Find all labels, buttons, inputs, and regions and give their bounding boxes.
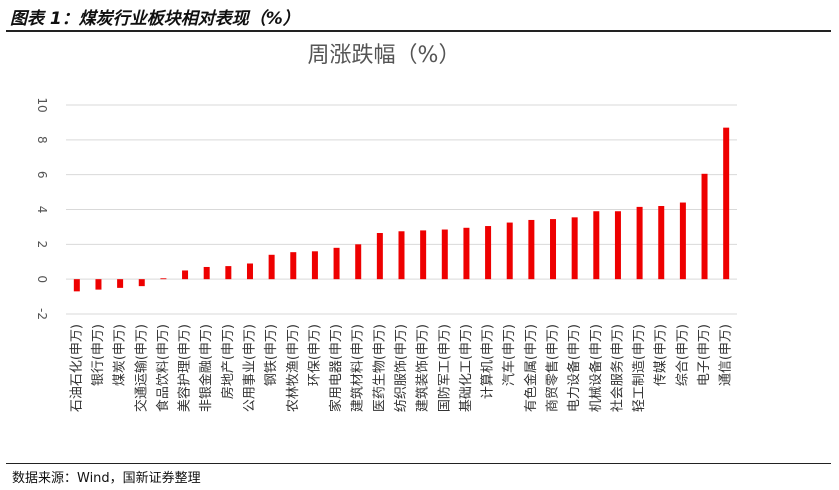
chart-title: 周涨跌幅（%） <box>308 43 461 68</box>
x-tick-label: 综合(申万) <box>675 324 690 386</box>
bar <box>701 173 708 280</box>
bar <box>95 279 102 290</box>
bars <box>73 127 730 292</box>
bar <box>593 211 600 280</box>
bar <box>138 279 145 287</box>
y-tick-label: 10 <box>35 97 49 112</box>
x-tick-label: 农林牧渔(申万) <box>286 324 301 412</box>
bar <box>614 211 621 280</box>
bar <box>160 278 167 280</box>
x-tick-label: 家用电器(申万) <box>328 324 344 412</box>
y-tick-label: 6 <box>35 171 49 179</box>
figure-title: 图表 1：煤炭行业板块相对表现（%） <box>10 9 300 29</box>
bar <box>658 206 665 280</box>
bar <box>550 219 557 280</box>
x-tick-label: 石油石化(申万) <box>69 324 84 412</box>
y-tick-label: 4 <box>35 206 49 214</box>
y-tick-label: 2 <box>35 241 49 249</box>
x-tick-label: 非银金融(申万) <box>198 324 214 412</box>
bar <box>225 266 232 280</box>
x-tick-label: 交通运输(申万) <box>133 324 149 412</box>
x-tick-label: 环保(申万) <box>307 324 322 386</box>
x-tick-label: 煤炭(申万) <box>113 324 128 386</box>
top-rule <box>6 30 831 32</box>
bar <box>463 227 470 280</box>
x-tick-label: 美容护理(申万) <box>177 324 193 412</box>
x-tick-label: 医药生物(申万) <box>372 324 387 412</box>
bar <box>571 217 578 280</box>
x-tick-label: 计算机(申万) <box>481 324 496 399</box>
bar <box>246 263 253 280</box>
bar <box>290 252 297 280</box>
x-tick-label: 电力设备(申万) <box>566 324 582 412</box>
bar <box>679 202 686 280</box>
bar <box>485 226 492 280</box>
x-tick-label: 通信(申万) <box>719 324 734 386</box>
bar <box>355 244 362 280</box>
bar <box>528 219 535 280</box>
x-tick-label: 钢铁(申万) <box>264 324 279 386</box>
bar <box>420 230 427 280</box>
x-tick-label: 基础化工(申万) <box>459 324 474 412</box>
y-axis-ticks: -2 0 2 4 6 8 10 <box>35 97 49 320</box>
bar <box>506 222 513 280</box>
x-tick-label: 有色金属(申万) <box>523 324 539 412</box>
x-tick-label: 商贸零售(申万) <box>545 324 561 412</box>
x-tick-label: 国防军工(申万) <box>436 324 452 412</box>
x-tick-label: 传媒(申万) <box>654 324 669 386</box>
bar <box>636 206 643 280</box>
x-tick-label: 纺织服饰(申万) <box>394 324 409 412</box>
x-tick-label: 轻工制造(申万) <box>632 324 647 412</box>
x-tick-label: 电子(申万) <box>697 324 712 386</box>
gridlines <box>66 104 737 315</box>
bar <box>117 279 124 288</box>
x-axis-ticks: 石油石化(申万) 银行(申万) 煤炭(申万) 交通运输(申万) 食品饮料(申万) 美容护理… <box>69 324 733 412</box>
x-tick-label: 建筑装饰(申万) <box>415 324 431 412</box>
bar <box>311 251 318 280</box>
x-tick-label: 机械设备(申万) <box>588 324 604 412</box>
bar <box>182 270 189 280</box>
bottom-rule <box>6 463 831 464</box>
x-tick-label: 汽车(申万) <box>501 324 517 386</box>
bar <box>333 247 340 280</box>
y-tick-label: 8 <box>35 136 49 144</box>
x-tick-label: 建筑材料(申万) <box>350 324 366 412</box>
bar <box>203 266 210 280</box>
x-tick-label: 房地产(申万) <box>220 324 236 399</box>
x-tick-label: 银行(申万) <box>91 324 106 386</box>
bar <box>268 254 275 280</box>
y-tick-label: 0 <box>35 275 49 283</box>
source-note: 数据来源：Wind，国新证券整理 <box>12 471 201 486</box>
bar-chart: 周涨跌幅（%） -2 0 2 4 6 8 10 石油石化(申万) 银行(申万) 煤炭(申万) 交通… <box>35 43 737 412</box>
x-tick-label: 社会服务(申万) <box>609 324 625 412</box>
x-tick-label: 食品饮料(申万) <box>155 324 171 412</box>
bar <box>376 233 383 280</box>
x-tick-label: 公用事业(申万) <box>242 324 257 412</box>
y-tick-label: -2 <box>35 308 49 320</box>
bar <box>441 229 448 280</box>
bar <box>73 279 80 292</box>
bar <box>398 231 405 280</box>
bar <box>723 127 730 280</box>
